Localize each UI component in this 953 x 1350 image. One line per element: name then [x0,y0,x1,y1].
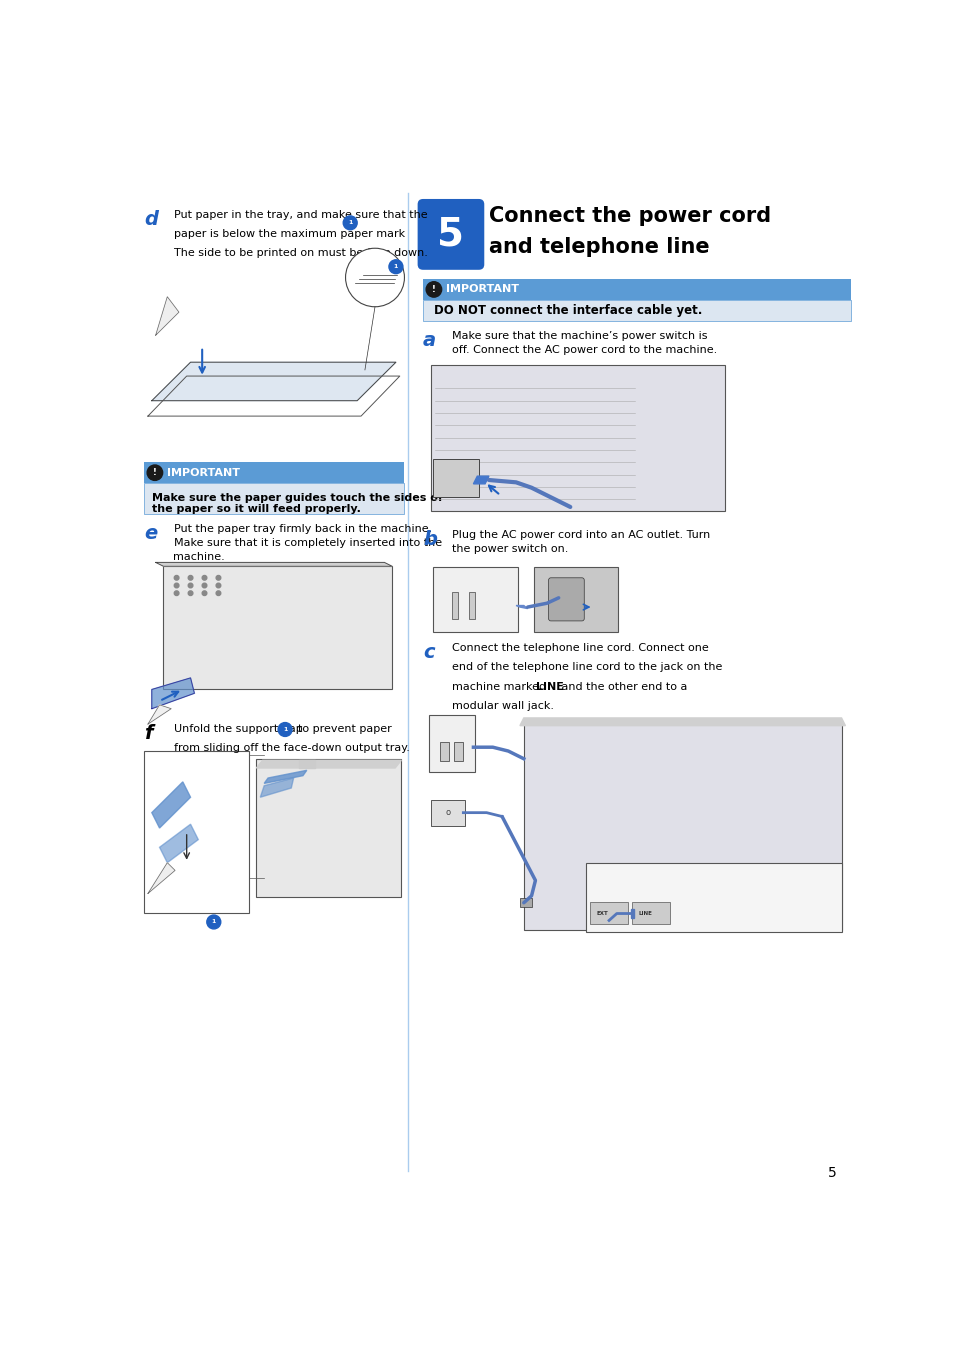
FancyBboxPatch shape [422,300,850,320]
FancyBboxPatch shape [429,716,475,772]
Text: !: ! [152,468,156,477]
Text: 1: 1 [394,265,397,269]
Text: machine marked: machine marked [452,682,550,691]
Circle shape [174,591,179,595]
Polygon shape [152,782,191,828]
Text: c: c [422,643,435,663]
Text: end of the telephone line cord to the jack on the: end of the telephone line cord to the ja… [452,663,722,672]
Text: EXT: EXT [596,911,608,915]
Text: Unfold the support flap: Unfold the support flap [173,724,302,734]
FancyBboxPatch shape [417,198,484,270]
Text: d: d [144,209,158,228]
Text: DO NOT connect the interface cable yet.: DO NOT connect the interface cable yet. [434,304,701,317]
FancyBboxPatch shape [144,483,403,514]
Text: Connect the power cord: Connect the power cord [488,207,770,225]
Text: f: f [144,724,152,742]
Polygon shape [152,362,395,401]
Polygon shape [260,778,294,798]
Polygon shape [264,771,307,783]
Circle shape [207,915,220,929]
Circle shape [202,591,207,595]
FancyBboxPatch shape [431,364,724,510]
Polygon shape [163,566,392,690]
FancyBboxPatch shape [534,567,618,632]
Polygon shape [630,909,633,918]
Text: IMPORTANT: IMPORTANT [167,467,240,478]
Text: Put paper in the tray, and make sure that the: Put paper in the tray, and make sure tha… [173,209,427,220]
Polygon shape [148,705,171,724]
Polygon shape [159,825,198,863]
Circle shape [147,464,162,481]
Polygon shape [298,760,314,768]
FancyBboxPatch shape [523,724,841,930]
FancyBboxPatch shape [632,902,670,925]
Text: Make sure the paper guides touch the sides of: Make sure the paper guides touch the sid… [152,494,442,504]
Text: to prevent paper: to prevent paper [297,724,391,734]
Text: Put the paper tray firmly back in the machine.
Make sure that it is completely i: Put the paper tray firmly back in the ma… [173,524,441,562]
FancyBboxPatch shape [431,799,464,826]
FancyBboxPatch shape [452,591,457,618]
Polygon shape [256,760,401,768]
Circle shape [426,282,441,297]
Polygon shape [155,297,179,335]
Polygon shape [473,477,488,483]
Text: and the other end to a: and the other end to a [558,682,686,691]
Circle shape [216,575,220,580]
Circle shape [174,583,179,587]
FancyBboxPatch shape [590,902,628,925]
FancyBboxPatch shape [585,863,841,931]
Text: 5: 5 [827,1166,836,1180]
FancyBboxPatch shape [144,462,403,483]
Text: 5: 5 [437,216,464,254]
Circle shape [188,591,193,595]
Text: e: e [144,524,157,543]
FancyBboxPatch shape [433,459,478,497]
Text: Plug the AC power cord into an AC outlet. Turn
the power switch on.: Plug the AC power cord into an AC outlet… [452,531,710,554]
FancyBboxPatch shape [454,741,463,761]
Text: IMPORTANT: IMPORTANT [446,285,518,294]
Circle shape [202,583,207,587]
Circle shape [216,583,220,587]
FancyBboxPatch shape [256,759,401,898]
Polygon shape [148,863,174,894]
FancyBboxPatch shape [433,567,517,632]
Text: a: a [422,331,436,351]
Polygon shape [152,678,194,709]
Polygon shape [516,606,527,609]
Text: Make sure that the machine’s power switch is
off. Connect the AC power cord to t: Make sure that the machine’s power switc… [452,331,717,355]
FancyBboxPatch shape [144,751,249,913]
Text: LINE: LINE [638,911,652,915]
Circle shape [202,575,207,580]
Circle shape [174,575,179,580]
Circle shape [343,216,356,230]
Text: the paper so it will feed properly.: the paper so it will feed properly. [152,504,360,513]
Text: 1: 1 [283,728,287,732]
Text: paper is below the maximum paper mark: paper is below the maximum paper mark [173,230,404,239]
Text: LINE: LINE [536,682,563,691]
Circle shape [345,248,404,306]
FancyBboxPatch shape [548,578,583,621]
Text: from sliding off the face-down output tray.: from sliding off the face-down output tr… [173,744,409,753]
Text: o: o [445,809,450,817]
FancyBboxPatch shape [166,572,231,602]
Circle shape [278,722,292,736]
Circle shape [216,591,220,595]
Text: modular wall jack.: modular wall jack. [452,701,554,711]
Text: b: b [422,531,436,549]
Polygon shape [519,718,844,726]
Text: !: ! [432,285,436,294]
FancyBboxPatch shape [422,279,850,300]
Text: 1: 1 [212,919,215,925]
Circle shape [389,259,402,274]
FancyBboxPatch shape [519,898,531,907]
Text: The side to be printed on must be face down.: The side to be printed on must be face d… [173,248,427,258]
Text: 1: 1 [348,220,352,225]
Circle shape [188,575,193,580]
Polygon shape [155,563,392,566]
Text: Connect the telephone line cord. Connect one: Connect the telephone line cord. Connect… [452,643,708,653]
Text: and telephone line: and telephone line [488,236,709,256]
FancyBboxPatch shape [439,741,449,761]
FancyBboxPatch shape [468,591,475,618]
Circle shape [188,583,193,587]
